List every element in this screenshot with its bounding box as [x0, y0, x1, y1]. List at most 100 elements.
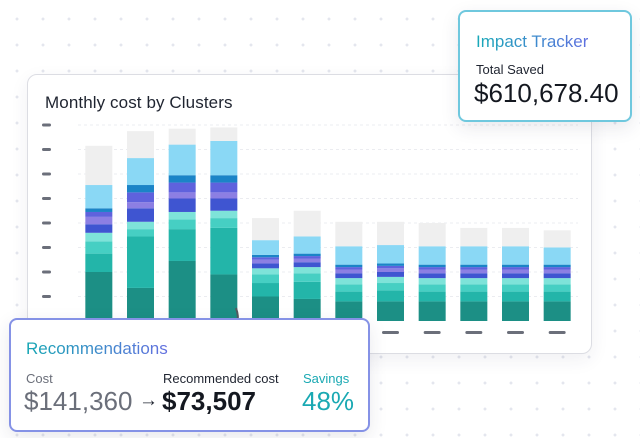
bar-segment	[377, 272, 404, 277]
bar-segment	[127, 131, 154, 159]
bar-segment	[210, 140, 238, 176]
bar-segment	[127, 185, 154, 193]
bar-segment	[418, 301, 446, 321]
bar-segment	[543, 273, 571, 279]
bar-segment	[210, 218, 238, 228]
bar-segment	[543, 301, 571, 321]
bar-segment	[460, 264, 488, 268]
bar-segment	[377, 245, 404, 264]
bar-segment	[85, 272, 113, 321]
bar-segment	[418, 246, 446, 265]
bar-segment	[502, 267, 529, 270]
bar-segment	[335, 291, 363, 302]
bar-segment	[85, 145, 113, 186]
bar-segment	[293, 281, 321, 299]
bar-segment	[293, 298, 321, 321]
bar-segment	[335, 269, 363, 274]
bar-segment	[335, 301, 363, 321]
bar-segment	[543, 267, 571, 270]
bar-segment	[460, 273, 488, 279]
bar-segment	[127, 208, 154, 222]
bar-segment	[377, 301, 404, 321]
bar-segment	[502, 264, 529, 268]
total-saved-label: Total Saved	[476, 62, 544, 77]
recommended-cost-value: $73,507	[162, 386, 256, 416]
y-tick-mark	[42, 295, 51, 298]
bar-segment	[127, 221, 154, 230]
bar-segment	[502, 301, 529, 321]
bar-segment	[168, 192, 196, 199]
bar-segment	[377, 263, 404, 266]
bar-segment	[335, 246, 363, 265]
y-tick-mark	[42, 148, 51, 151]
bar-segment	[335, 278, 363, 285]
bar-segment	[252, 268, 279, 275]
bar-segment	[210, 192, 238, 199]
bar-segment	[85, 185, 113, 209]
bar-segment	[127, 236, 154, 288]
bar-segment	[502, 284, 529, 292]
bar-segment	[543, 291, 571, 302]
bar-segment	[502, 269, 529, 274]
bar-segment	[502, 278, 529, 285]
bar-segment	[377, 268, 404, 272]
bar-segment	[293, 236, 321, 254]
bar-segment	[293, 258, 321, 263]
bar-segment	[460, 284, 488, 292]
bar-segment	[377, 283, 404, 291]
bar-segment	[543, 247, 571, 265]
bar-segment	[210, 182, 238, 193]
bar-segment	[252, 254, 279, 258]
bar-segment	[460, 267, 488, 270]
bar-segment	[85, 224, 113, 233]
y-tick-mark	[42, 246, 51, 249]
bar-segment	[418, 291, 446, 302]
bar-segment	[377, 290, 404, 302]
total-saved-value: $610,678.40	[474, 78, 619, 108]
bar-segment	[502, 291, 529, 302]
recommendations-title: Recommendations	[26, 339, 168, 358]
bar-segment	[168, 175, 196, 183]
bar-segment	[418, 223, 446, 247]
bar-segment	[418, 278, 446, 285]
cost-value: $141,360	[24, 386, 133, 416]
bar-segment	[85, 253, 113, 272]
bar-segment	[293, 273, 321, 282]
x-tick-mark	[423, 331, 441, 334]
bar-segment	[168, 182, 196, 193]
bar-segment	[418, 264, 446, 268]
bar-segment	[502, 273, 529, 279]
bar-segment	[127, 192, 154, 203]
bar-segment	[335, 267, 363, 270]
bar-segment	[252, 257, 279, 260]
bar-segment	[377, 265, 404, 269]
bar-segment	[252, 296, 279, 321]
y-tick-mark	[42, 123, 51, 127]
bar-segment	[377, 221, 404, 246]
bar-segment	[543, 284, 571, 292]
bar-segment	[210, 127, 238, 141]
bar-segment	[293, 267, 321, 274]
bar-segment	[335, 264, 363, 268]
bar-segment	[460, 246, 488, 265]
bar-segment	[85, 208, 113, 212]
bar-segment	[460, 291, 488, 302]
y-tick-mark	[42, 172, 51, 176]
bar-segment	[335, 284, 363, 292]
bar-segment	[502, 227, 529, 247]
bar-segment	[252, 240, 279, 255]
bar-segment	[252, 274, 279, 284]
bar-segment	[543, 278, 571, 285]
right-arrow-icon: →	[139, 390, 158, 411]
chart-title: Monthly cost by Clusters	[45, 93, 233, 112]
bar-segment	[210, 210, 238, 219]
bar-segment	[210, 175, 238, 183]
bar-segment	[418, 269, 446, 274]
impact-tracker-title: Impact Tracker	[476, 32, 589, 51]
y-tick-mark	[42, 270, 51, 274]
bar-segment	[127, 229, 154, 237]
bar-segment	[85, 241, 113, 254]
bar-segment	[460, 278, 488, 285]
bar-segment	[543, 264, 571, 268]
x-tick-mark	[548, 331, 566, 334]
